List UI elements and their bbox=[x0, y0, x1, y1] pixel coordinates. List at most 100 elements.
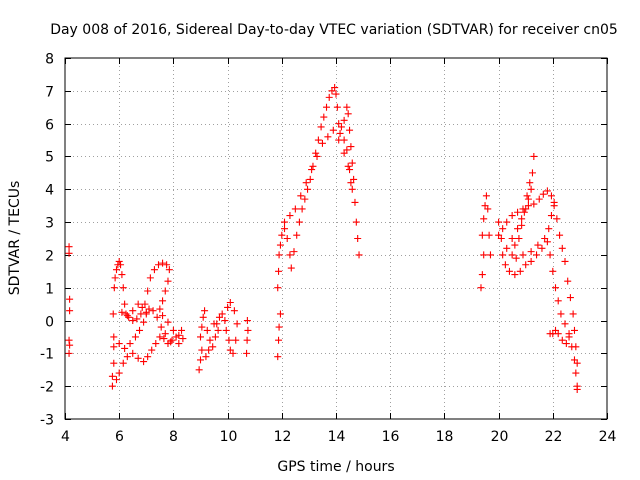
data-point bbox=[480, 215, 488, 223]
data-point bbox=[336, 129, 344, 137]
data-points bbox=[65, 84, 581, 393]
data-point bbox=[197, 356, 204, 364]
data-point bbox=[539, 190, 547, 198]
data-point bbox=[480, 251, 488, 259]
data-point bbox=[123, 312, 131, 320]
y-tick-label: 7 bbox=[45, 85, 54, 101]
y-tick-label: 4 bbox=[45, 183, 54, 199]
data-point bbox=[478, 231, 486, 239]
data-point bbox=[218, 310, 226, 318]
data-point bbox=[195, 366, 203, 374]
data-point bbox=[214, 326, 222, 334]
data-point bbox=[111, 274, 119, 282]
data-point bbox=[156, 333, 164, 341]
data-point bbox=[309, 162, 317, 170]
data-point bbox=[119, 284, 127, 292]
data-point bbox=[232, 336, 240, 344]
data-point bbox=[138, 303, 146, 311]
data-point bbox=[564, 277, 572, 285]
data-point bbox=[314, 136, 322, 144]
data-point bbox=[495, 231, 503, 239]
data-point bbox=[298, 205, 306, 213]
data-point bbox=[518, 221, 526, 229]
data-point bbox=[526, 179, 534, 187]
data-point bbox=[340, 149, 348, 157]
data-point bbox=[164, 318, 172, 326]
data-point bbox=[332, 90, 340, 98]
x-tick-label: 16 bbox=[382, 429, 400, 445]
data-point bbox=[545, 225, 553, 233]
data-point bbox=[233, 320, 241, 328]
x-tick-label: 12 bbox=[274, 429, 292, 445]
data-point bbox=[301, 195, 309, 203]
data-point bbox=[157, 323, 165, 331]
data-point bbox=[482, 192, 490, 200]
data-point bbox=[302, 179, 310, 187]
data-point bbox=[527, 257, 535, 265]
data-point bbox=[293, 231, 301, 239]
data-point bbox=[343, 103, 351, 111]
y-tick-label: 2 bbox=[45, 249, 54, 265]
data-point bbox=[486, 251, 494, 259]
data-point bbox=[281, 225, 289, 233]
data-point bbox=[549, 267, 557, 275]
data-point bbox=[66, 295, 74, 303]
data-point bbox=[281, 218, 289, 226]
data-point bbox=[65, 349, 73, 357]
data-point bbox=[495, 218, 503, 226]
data-point bbox=[323, 103, 331, 111]
data-point bbox=[243, 317, 251, 325]
data-point bbox=[561, 320, 569, 328]
data-point bbox=[144, 287, 152, 295]
data-point bbox=[167, 338, 175, 346]
data-point bbox=[522, 261, 530, 269]
data-point bbox=[224, 303, 232, 311]
data-point bbox=[340, 116, 348, 124]
data-point bbox=[201, 307, 209, 315]
data-point bbox=[523, 192, 531, 200]
data-point bbox=[112, 266, 120, 274]
x-axis-ticks: 4 6 8 10 12 14 16 18 20 22 24 bbox=[61, 58, 616, 445]
y-tick-label: 1 bbox=[45, 282, 54, 298]
x-tick-label: 4 bbox=[61, 429, 70, 445]
data-point bbox=[320, 113, 328, 121]
data-point bbox=[206, 336, 214, 344]
data-point bbox=[156, 305, 164, 313]
data-point bbox=[511, 241, 519, 249]
y-tick-label: -1 bbox=[40, 347, 54, 363]
data-point bbox=[557, 310, 565, 318]
data-point bbox=[533, 251, 541, 259]
data-point bbox=[346, 166, 354, 174]
data-point bbox=[108, 372, 116, 380]
data-point bbox=[572, 369, 580, 377]
data-point bbox=[344, 162, 352, 170]
data-point bbox=[118, 308, 126, 316]
x-tick-label: 14 bbox=[328, 429, 346, 445]
x-tick-label: 6 bbox=[115, 429, 124, 445]
data-point bbox=[329, 126, 337, 134]
data-point bbox=[164, 277, 172, 285]
data-point bbox=[172, 333, 180, 341]
data-point bbox=[355, 251, 363, 259]
data-point bbox=[66, 307, 74, 315]
data-point bbox=[144, 353, 152, 361]
x-tick-label: 20 bbox=[491, 429, 509, 445]
data-point bbox=[552, 284, 560, 292]
data-point bbox=[527, 248, 535, 256]
chart-title: Day 008 of 2016, Sidereal Day-to-day VTE… bbox=[50, 22, 618, 38]
data-point bbox=[276, 241, 284, 249]
data-point bbox=[129, 307, 137, 315]
x-tick-label: 24 bbox=[599, 429, 617, 445]
data-point bbox=[505, 267, 513, 275]
data-point bbox=[527, 185, 535, 193]
data-point bbox=[274, 353, 282, 361]
data-point bbox=[534, 241, 542, 249]
data-point bbox=[159, 312, 167, 320]
data-point bbox=[149, 307, 157, 315]
data-point bbox=[140, 318, 148, 326]
data-point bbox=[524, 195, 532, 203]
data-point bbox=[133, 315, 141, 323]
y-tick-label: 3 bbox=[45, 216, 54, 232]
data-point bbox=[65, 249, 73, 257]
data-point bbox=[503, 218, 511, 226]
